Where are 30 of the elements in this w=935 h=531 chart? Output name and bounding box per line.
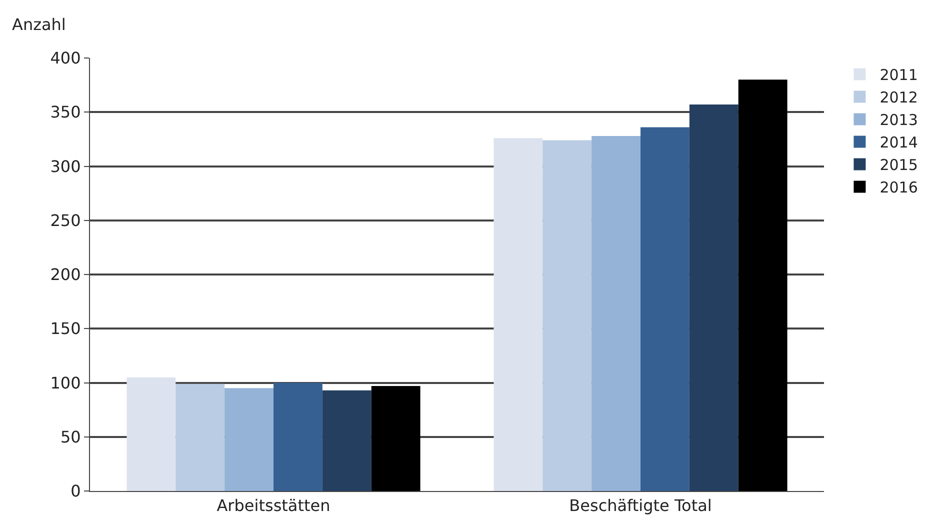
bar xyxy=(274,382,322,491)
y-tick-label: 300 xyxy=(50,156,81,176)
bar xyxy=(640,127,690,491)
y-tick-label: 0 xyxy=(70,482,81,501)
legend-label: 2014 xyxy=(880,134,918,152)
bar xyxy=(371,386,420,491)
bar xyxy=(738,80,788,491)
bar xyxy=(126,377,176,491)
bar xyxy=(592,136,640,491)
y-axis-title: Anzahl xyxy=(12,15,66,34)
y-tick-label: 400 xyxy=(50,48,81,68)
bar xyxy=(542,140,592,491)
y-tick-label: 50 xyxy=(60,427,81,446)
legend-label: 2011 xyxy=(880,66,918,84)
y-tick-label: 200 xyxy=(50,265,81,284)
legend-label: 2015 xyxy=(880,156,918,174)
legend-label: 2012 xyxy=(880,88,918,107)
y-tick-label: 100 xyxy=(50,373,81,392)
bar xyxy=(176,384,225,491)
bar xyxy=(689,104,738,491)
y-tick-label: 250 xyxy=(50,210,81,230)
y-tick-label: 350 xyxy=(50,102,81,122)
bar xyxy=(494,138,543,491)
x-tick-label: Arbeitsstätten xyxy=(216,496,330,516)
x-tick-label: Beschäftigte Total xyxy=(569,496,712,516)
legend-label: 2013 xyxy=(880,111,918,130)
legend-label: 2016 xyxy=(880,178,918,197)
y-tick-label: 150 xyxy=(50,319,81,338)
bar xyxy=(322,390,372,491)
bar xyxy=(224,388,274,491)
